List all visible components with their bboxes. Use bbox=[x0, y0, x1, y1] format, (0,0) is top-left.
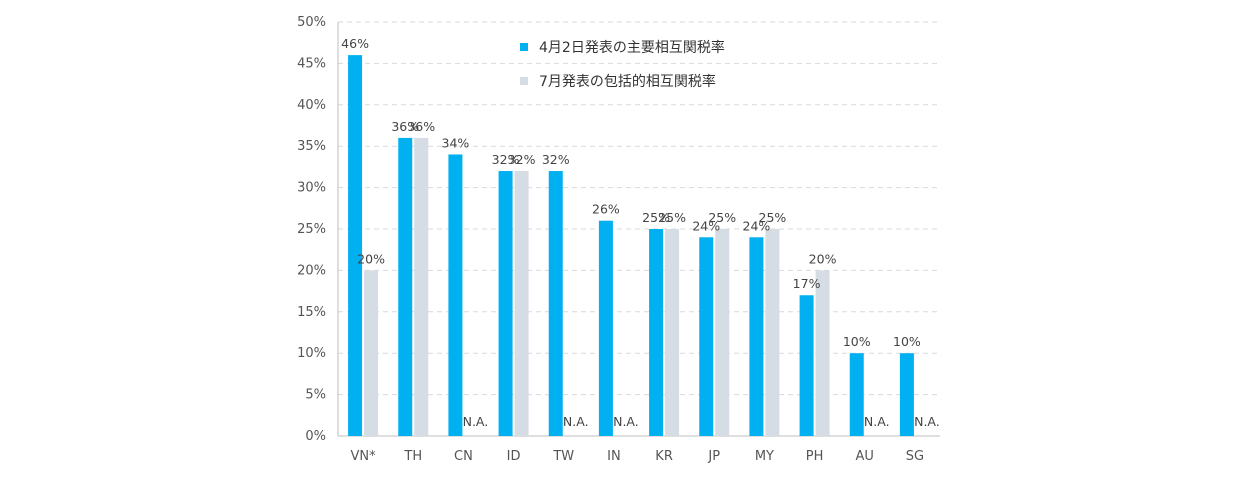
data-label: 34% bbox=[442, 135, 470, 150]
data-label: 25% bbox=[708, 210, 736, 225]
y-tick-label: 30% bbox=[297, 181, 326, 196]
data-label: 25% bbox=[642, 210, 670, 225]
bar-april bbox=[498, 171, 513, 437]
y-tick-label: 0% bbox=[305, 429, 326, 444]
bar-april bbox=[348, 55, 363, 437]
na-label: N.A. bbox=[613, 414, 639, 429]
x-tick-label: VN* bbox=[351, 449, 377, 464]
data-label: 36% bbox=[391, 119, 419, 134]
data-label: 46% bbox=[341, 36, 369, 51]
bar-july bbox=[514, 171, 529, 437]
x-tick-label: IN bbox=[607, 449, 621, 464]
data-label: 10% bbox=[843, 334, 871, 349]
legend-swatch bbox=[520, 77, 528, 85]
bar-april bbox=[448, 154, 463, 437]
na-label: N.A. bbox=[864, 414, 890, 429]
x-tick-label: ID bbox=[507, 449, 521, 464]
data-label: 24% bbox=[743, 218, 771, 233]
x-tick-label: PH bbox=[806, 449, 824, 464]
bar-april bbox=[548, 171, 563, 437]
data-label: 32% bbox=[508, 152, 536, 167]
data-label: 25% bbox=[759, 210, 787, 225]
x-tick-label: JP bbox=[707, 449, 720, 464]
bar-april bbox=[598, 220, 613, 436]
legend-label: 4月2日発表の主要相互関税率 bbox=[539, 39, 725, 56]
bar-july bbox=[364, 270, 379, 436]
data-label: 20% bbox=[357, 251, 385, 266]
data-label: 24% bbox=[692, 218, 720, 233]
bar-april bbox=[899, 353, 914, 436]
y-tick-label: 50% bbox=[297, 15, 326, 30]
bar-july bbox=[414, 137, 429, 437]
x-tick-label: CN bbox=[454, 449, 473, 464]
y-tick-label: 25% bbox=[297, 222, 326, 237]
data-label: 36% bbox=[407, 119, 435, 134]
y-tick-label: 40% bbox=[297, 98, 326, 113]
legend-swatch bbox=[520, 43, 528, 51]
y-tick-label: 15% bbox=[297, 305, 326, 320]
y-tick-label: 10% bbox=[297, 346, 326, 361]
y-tick-label: 5% bbox=[305, 388, 326, 403]
na-label: N.A. bbox=[563, 414, 589, 429]
x-tick-label: SG bbox=[906, 449, 924, 464]
data-label: 20% bbox=[809, 251, 837, 266]
bar-july bbox=[815, 270, 830, 436]
data-label: 32% bbox=[492, 152, 520, 167]
data-label: 26% bbox=[592, 202, 620, 217]
bar-april bbox=[849, 353, 864, 436]
y-tick-label: 45% bbox=[297, 56, 326, 71]
x-tick-label: KR bbox=[655, 449, 673, 464]
data-label: 17% bbox=[793, 276, 821, 291]
x-tick-label: TH bbox=[403, 449, 422, 464]
bar-april bbox=[649, 229, 664, 436]
bar-april bbox=[799, 295, 814, 436]
na-label: N.A. bbox=[463, 414, 489, 429]
na-label: N.A. bbox=[914, 414, 940, 429]
bar-july bbox=[665, 229, 680, 436]
bar-july bbox=[715, 229, 730, 436]
x-tick-label: AU bbox=[856, 449, 874, 464]
x-tick-label: TW bbox=[552, 449, 574, 464]
data-label: 32% bbox=[542, 152, 570, 167]
bar-april bbox=[749, 237, 764, 436]
bar-april bbox=[398, 137, 413, 437]
bar-july bbox=[765, 229, 780, 436]
y-tick-label: 20% bbox=[297, 263, 326, 278]
x-tick-label: MY bbox=[755, 449, 774, 464]
bar-april bbox=[699, 237, 714, 436]
data-label: 25% bbox=[658, 210, 686, 225]
legend-label: 7月発表の包括的相互関税率 bbox=[539, 73, 716, 90]
y-tick-label: 35% bbox=[297, 139, 326, 154]
data-label: 10% bbox=[893, 334, 921, 349]
